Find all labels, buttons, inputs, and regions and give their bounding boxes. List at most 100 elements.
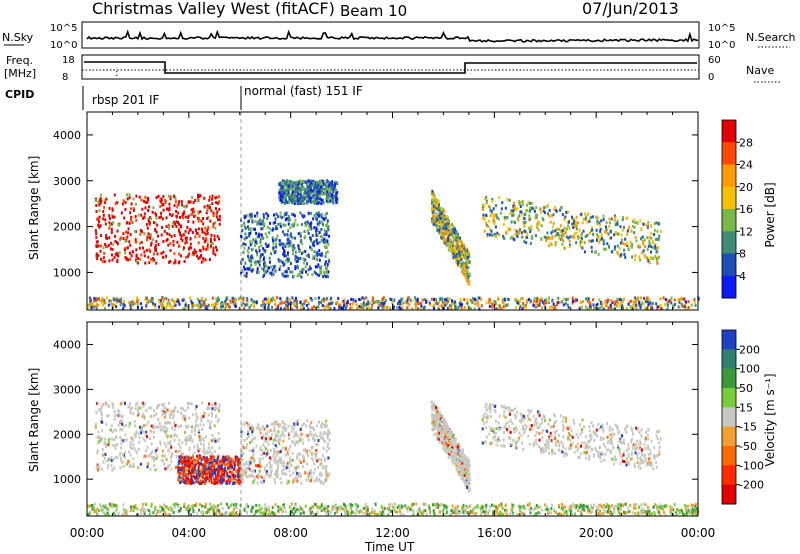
velocity-echo-cell xyxy=(133,446,136,450)
power-echo-cell xyxy=(431,189,434,193)
power-echo-cell xyxy=(290,212,293,216)
velocity-echo-cell xyxy=(119,466,122,470)
velocity-echo-cell xyxy=(134,433,137,437)
power-echo-cell xyxy=(165,305,168,309)
velocity-echo-cell xyxy=(175,454,178,458)
power-echo-cell xyxy=(285,269,288,273)
power-echo-cell xyxy=(181,298,184,302)
velocity-echo-cell xyxy=(234,455,237,459)
power-echo-cell xyxy=(199,194,202,198)
power-echo-cell xyxy=(265,212,268,216)
power-echo-cell xyxy=(631,224,634,228)
power-echo-cell xyxy=(580,212,583,216)
power-echo-cell xyxy=(446,306,449,310)
velocity-echo-cell xyxy=(119,457,122,461)
power-echo-cell xyxy=(256,260,259,264)
power-echo-cell xyxy=(445,241,448,245)
power-echo-cell xyxy=(292,213,295,217)
power-echo-cell xyxy=(258,256,261,260)
velocity-echo-cell xyxy=(189,435,192,439)
power-echo-cell xyxy=(499,304,502,308)
power-echo-cell xyxy=(316,233,319,237)
power-echo-cell xyxy=(600,219,603,223)
power-echo-cell xyxy=(292,248,295,252)
power-echo-cell xyxy=(641,301,644,305)
power-echo-cell xyxy=(254,240,257,244)
power-echo-cell xyxy=(595,228,598,232)
power-echo-cell xyxy=(98,215,101,219)
power-echo-cell xyxy=(253,300,256,304)
velocity-echo-cell xyxy=(170,445,173,449)
power-echo-cell xyxy=(551,299,554,303)
power-echo-cell xyxy=(499,211,502,215)
power-echo-cell xyxy=(554,241,557,245)
velocity-echo-cell xyxy=(246,421,249,425)
power-echo-cell xyxy=(274,299,277,303)
freq-tick-top: 18 xyxy=(62,55,75,66)
power-echo-cell xyxy=(218,237,221,241)
power-echo-cell xyxy=(442,221,445,225)
power-echo-cell xyxy=(274,227,277,231)
power-echo-cell xyxy=(251,241,254,245)
power-echo-cell xyxy=(198,248,201,252)
power-echo-cell xyxy=(138,257,141,261)
power-echo-cell xyxy=(109,224,112,228)
velocity-echo-cell xyxy=(277,423,280,427)
velocity-echo-cell xyxy=(209,473,212,477)
power-echo-cell xyxy=(361,296,364,300)
power-echo-cell xyxy=(450,229,453,233)
power-echo-cell xyxy=(433,303,436,307)
velocity-echo-cell xyxy=(276,473,279,477)
power-echo-cell xyxy=(188,252,191,256)
power-echo-cell xyxy=(360,306,363,310)
power-echo-cell xyxy=(484,197,487,201)
power-echo-cell xyxy=(325,230,328,234)
power-echo-cell xyxy=(440,214,443,218)
velocity-echo-cell xyxy=(318,457,321,461)
power-echo-cell xyxy=(301,185,304,189)
power-echo-cell xyxy=(454,306,457,310)
power-echo-cell xyxy=(446,216,449,220)
velocity-echo-cell xyxy=(301,423,304,427)
power-echo-cell xyxy=(147,300,150,304)
power-echo-cell xyxy=(568,245,571,249)
velocity-echo-cell xyxy=(198,461,201,465)
power-echo-cell xyxy=(499,307,502,311)
power-echo-cell xyxy=(214,245,217,249)
velocity-echo-cell xyxy=(198,428,201,432)
velocity-echo-cell xyxy=(208,402,211,406)
power-echo-cell xyxy=(136,261,139,265)
power-echo-cell xyxy=(685,306,688,310)
power-echo-cell xyxy=(610,217,613,221)
power-echo-cell xyxy=(240,269,243,273)
power-echo-cell xyxy=(281,230,284,234)
power-echo-cell xyxy=(498,233,501,237)
velocity-echo-cell xyxy=(174,449,177,453)
power-echo-cell xyxy=(298,273,301,277)
power-echo-cell xyxy=(284,223,287,227)
power-echo-cell xyxy=(126,221,129,225)
power-echo-cell xyxy=(320,252,323,256)
power-echo-cell xyxy=(579,245,582,249)
power-echo-cell xyxy=(246,303,249,307)
velocity-echo-cell xyxy=(134,407,137,411)
power-echo-cell xyxy=(318,196,321,200)
velocity-echo-cell xyxy=(223,479,226,483)
power-echo-cell xyxy=(309,188,312,192)
power-echo-cell xyxy=(288,200,291,204)
velocity-echo-cell xyxy=(154,449,157,453)
velocity-echo-cell xyxy=(124,433,127,437)
power-echo-cell xyxy=(639,219,642,223)
power-echo-cell xyxy=(324,230,327,234)
velocity-echo-cell xyxy=(217,453,220,457)
velocity-echo-cell xyxy=(167,449,170,453)
power-echo-cell xyxy=(396,302,399,306)
power-echo-cell xyxy=(250,303,253,307)
velocity-echo-cell xyxy=(312,428,315,432)
power-echo-cell xyxy=(96,240,99,244)
velocity-echo-cell xyxy=(161,459,164,463)
power-echo-cell xyxy=(465,270,468,274)
power-echo-cell xyxy=(253,214,256,218)
velocity-echo-cell xyxy=(200,442,203,446)
power-echo-cell xyxy=(599,227,602,231)
